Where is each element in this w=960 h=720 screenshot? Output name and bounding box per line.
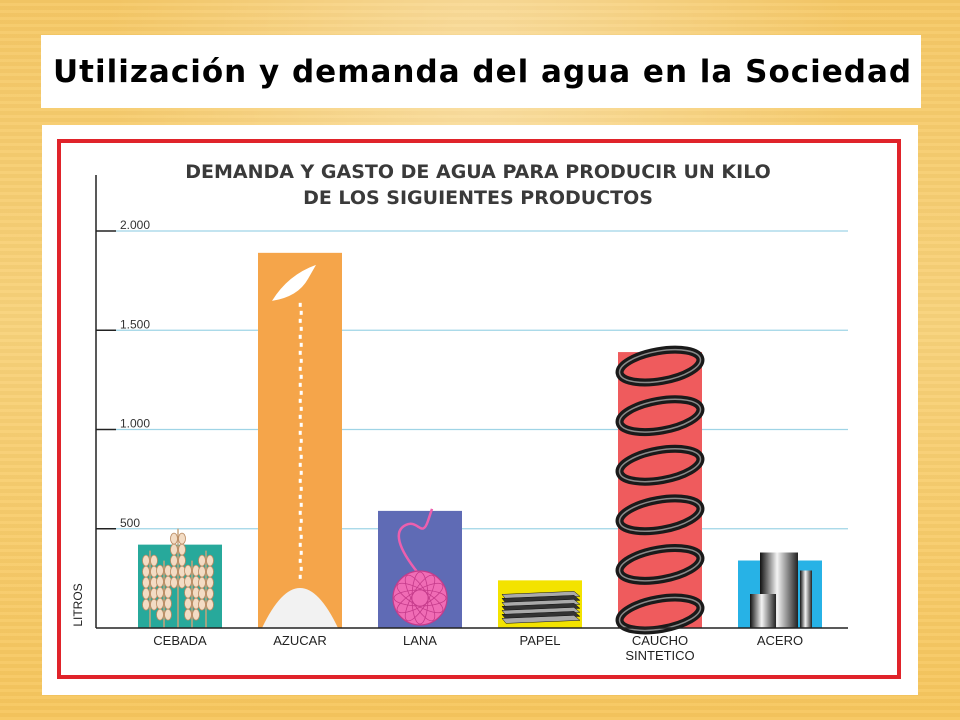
category-label: PAPEL [520, 633, 561, 648]
bar-group: CEBADA [138, 528, 222, 648]
y-tick-label: 1.000 [120, 417, 150, 431]
chart-title-line-2: DE LOS SIGUIENTES PRODUCTOS [303, 187, 653, 209]
category-label: CEBADA [153, 633, 207, 648]
category-label: AZUCAR [273, 633, 326, 648]
wool-ball-icon [392, 508, 448, 626]
slide-title: Utilización y demanda del agua en la Soc… [53, 53, 913, 90]
bar-group: ACERO [738, 552, 822, 648]
rubber-rings-icon [615, 345, 705, 635]
y-tick-label: 1.500 [120, 317, 150, 331]
bar-group: AZUCAR [258, 252, 342, 648]
grid-layer [116, 230, 848, 530]
water-demand-chart: DEMANDA Y GASTO DE AGUA PARA PRODUCIR UN… [57, 139, 901, 679]
y-axis-title: LITROS [71, 583, 85, 626]
category-label: LANA [403, 633, 437, 648]
category-label: ACERO [757, 633, 803, 648]
axis-layer: 500 1.000 1.500 2.000 [95, 175, 848, 629]
y-tick-label: 2.000 [120, 218, 150, 232]
steel-cylinders-icon [750, 552, 812, 628]
bar-group: LANA [378, 508, 462, 648]
chart-frame [57, 139, 901, 679]
barley-icon [142, 528, 214, 628]
bar-group: PAPEL [498, 580, 582, 648]
category-label: SINTETICO [625, 648, 694, 663]
chart-title-line-1: DEMANDA Y GASTO DE AGUA PARA PRODUCIR UN… [185, 161, 771, 183]
bar [618, 352, 702, 628]
category-label: CAUCHO [632, 633, 688, 648]
paper-stack-icon [501, 591, 581, 624]
sugar-icon [262, 264, 338, 628]
y-tick-label: 500 [120, 516, 140, 530]
title-box: Utilización y demanda del agua en la Soc… [41, 35, 921, 108]
chart-panel: DEMANDA Y GASTO DE AGUA PARA PRODUCIR UN… [42, 125, 918, 695]
